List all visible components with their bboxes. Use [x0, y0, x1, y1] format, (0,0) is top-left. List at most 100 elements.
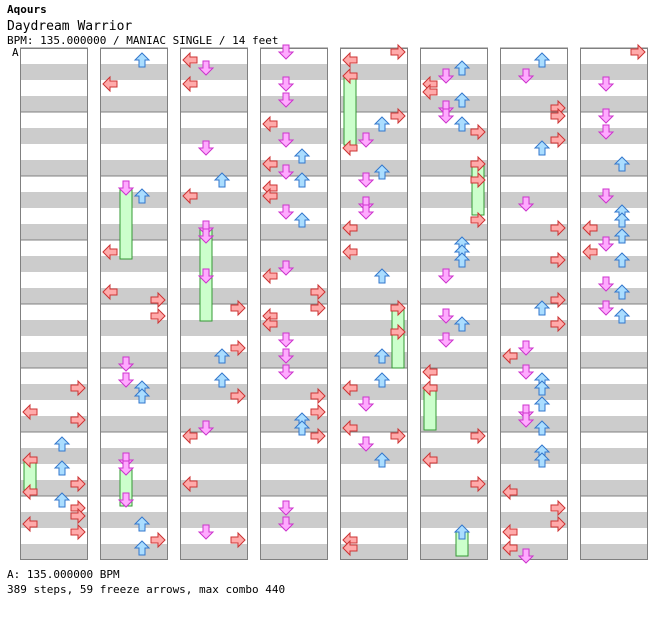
column-border: [260, 48, 328, 560]
beat-stripe: [420, 544, 488, 560]
right-arrow: [550, 219, 566, 237]
down-arrow: [277, 348, 295, 364]
down-arrow: [517, 412, 535, 428]
beat-stripe: [100, 96, 168, 112]
left-arrow: [342, 51, 358, 69]
up-arrow: [293, 172, 311, 188]
up-arrow: [213, 372, 231, 388]
beat-stripe: [180, 352, 248, 368]
beat-stripe: [340, 352, 408, 368]
right-arrow: [550, 291, 566, 309]
right-arrow: [470, 427, 486, 445]
beat-stripe: [100, 320, 168, 336]
right-arrow: [550, 131, 566, 149]
column-border: [500, 48, 568, 560]
down-arrow: [117, 460, 135, 476]
right-arrow: [310, 403, 326, 421]
down-arrow: [277, 76, 295, 92]
left-arrow: [262, 315, 278, 333]
beat-stripe: [500, 160, 568, 176]
beat-stripe: [180, 544, 248, 560]
beat-stripe: [20, 320, 88, 336]
down-arrow: [357, 396, 375, 412]
beat-stripe: [580, 384, 648, 400]
down-arrow: [197, 524, 215, 540]
right-arrow: [470, 123, 486, 141]
left-arrow: [422, 363, 438, 381]
beat-stripe: [100, 64, 168, 80]
beat-stripe: [180, 320, 248, 336]
beat-stripe: [20, 96, 88, 112]
beat-stripe: [420, 288, 488, 304]
down-arrow: [437, 268, 455, 284]
up-arrow: [533, 380, 551, 396]
right-arrow: [550, 515, 566, 533]
beat-stripe: [180, 64, 248, 80]
beat-stripe: [340, 448, 408, 464]
beat-stripe: [420, 224, 488, 240]
up-arrow: [373, 268, 391, 284]
right-arrow: [390, 427, 406, 445]
right-arrow: [470, 171, 486, 189]
down-arrow: [197, 268, 215, 284]
up-arrow: [293, 212, 311, 228]
left-arrow: [22, 451, 38, 469]
beat-stripe: [260, 448, 328, 464]
left-arrow: [502, 483, 518, 501]
up-arrow: [293, 420, 311, 436]
down-arrow: [197, 228, 215, 244]
beat-stripe: [340, 480, 408, 496]
beat-stripe: [420, 192, 488, 208]
right-arrow: [70, 507, 86, 525]
beat-stripe: [500, 416, 568, 432]
down-arrow: [517, 68, 535, 84]
artist-name: Aqours: [7, 3, 47, 16]
down-arrow: [597, 76, 615, 92]
column-border: [180, 48, 248, 560]
left-arrow: [182, 427, 198, 445]
beat-stripe: [100, 512, 168, 528]
beat-stripe: [580, 288, 648, 304]
beat-stripe: [260, 480, 328, 496]
beat-stripe: [20, 256, 88, 272]
down-arrow: [277, 516, 295, 532]
beat-stripe: [420, 512, 488, 528]
up-arrow: [453, 92, 471, 108]
down-arrow: [277, 164, 295, 180]
down-arrow: [197, 140, 215, 156]
down-arrow: [117, 372, 135, 388]
right-arrow: [310, 427, 326, 445]
beat-stripe: [100, 352, 168, 368]
beat-stripe: [580, 96, 648, 112]
left-arrow: [422, 83, 438, 101]
chart-stats: 389 steps, 59 freeze arrows, max combo 4…: [7, 583, 286, 596]
beat-stripe: [580, 448, 648, 464]
beat-stripe: [340, 128, 408, 144]
up-arrow: [213, 172, 231, 188]
beat-stripe: [100, 256, 168, 272]
right-arrow: [550, 499, 566, 517]
right-arrow: [470, 211, 486, 229]
up-arrow: [453, 316, 471, 332]
chart-meta: BPM: 135.000000 / MANIAC SINGLE / 14 fee…: [7, 34, 279, 47]
up-arrow: [293, 148, 311, 164]
beat-stripe: [100, 160, 168, 176]
beat-stripe: [180, 160, 248, 176]
beat-stripe: [180, 512, 248, 528]
up-arrow: [613, 284, 631, 300]
right-arrow: [550, 107, 566, 125]
right-arrow: [310, 387, 326, 405]
beat-stripe: [580, 160, 648, 176]
right-arrow: [390, 299, 406, 317]
left-arrow: [502, 347, 518, 365]
beat-stripe: [580, 320, 648, 336]
up-arrow: [373, 164, 391, 180]
left-arrow: [102, 75, 118, 93]
beat-stripe: [180, 416, 248, 432]
left-arrow: [262, 187, 278, 205]
right-arrow: [230, 299, 246, 317]
left-arrow: [502, 539, 518, 557]
down-arrow: [517, 196, 535, 212]
up-arrow: [613, 252, 631, 268]
left-arrow: [22, 515, 38, 533]
